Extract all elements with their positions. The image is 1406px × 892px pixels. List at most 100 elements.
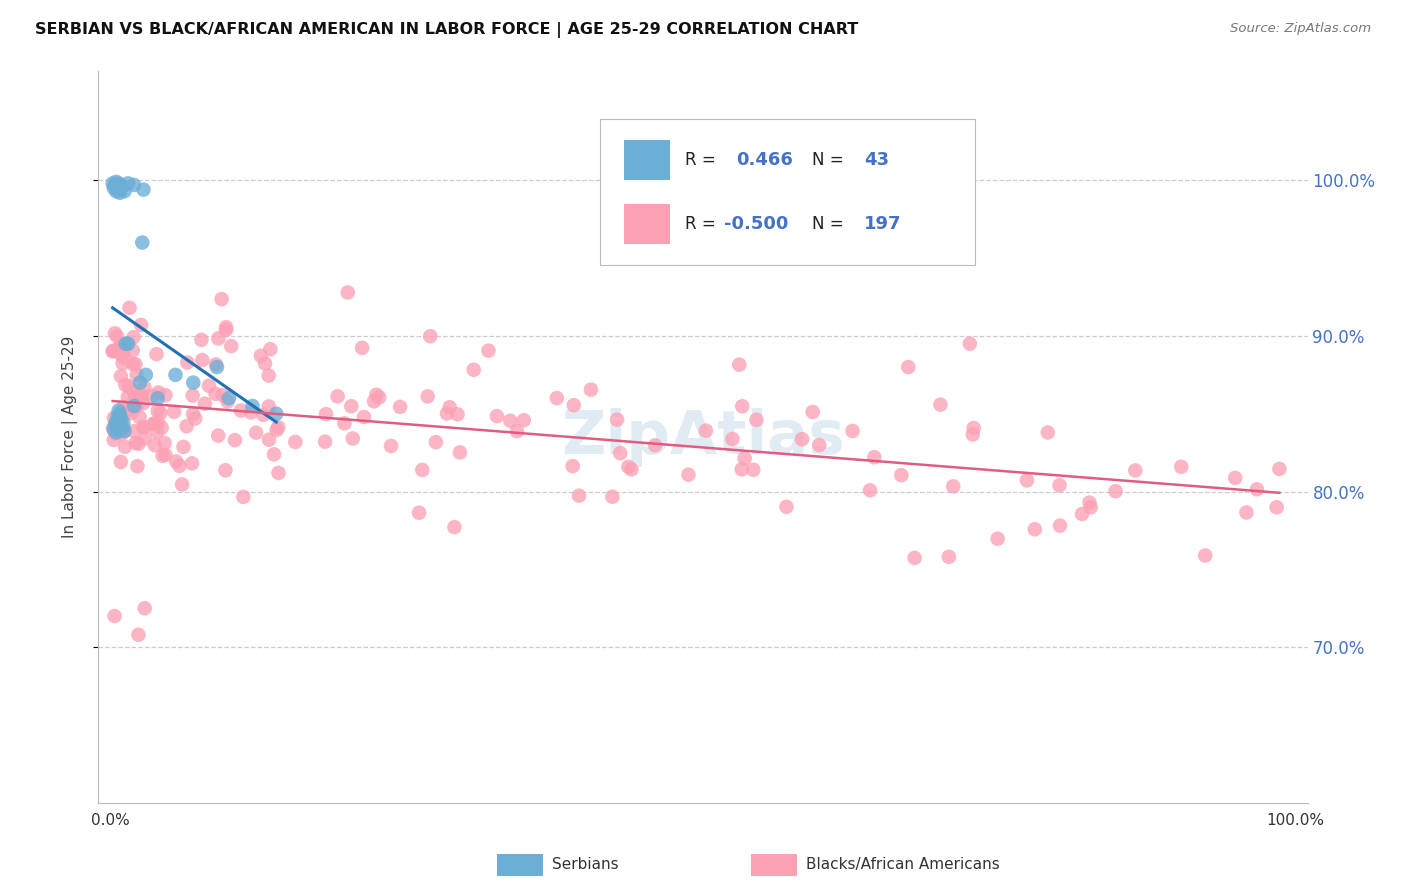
Point: [107, 422, 129, 436]
Point: [1170, 459, 1192, 474]
Point: [446, 407, 468, 421]
Point: [108, 407, 131, 421]
Point: [122, 178, 145, 192]
Point: [1104, 484, 1126, 499]
Point: [112, 343, 135, 358]
Point: [959, 336, 981, 351]
Point: [463, 363, 485, 377]
Point: [408, 506, 430, 520]
Point: [165, 454, 187, 468]
Point: [125, 436, 148, 450]
Point: [340, 399, 363, 413]
Point: [506, 424, 529, 438]
Point: [257, 400, 280, 414]
Point: [101, 344, 124, 359]
Point: [110, 417, 132, 432]
Point: [112, 425, 135, 439]
Text: N =: N =: [811, 215, 849, 233]
Point: [561, 458, 583, 473]
Point: [104, 343, 127, 358]
Point: [602, 490, 624, 504]
Point: [215, 320, 238, 334]
Point: [897, 359, 920, 374]
Point: [153, 436, 176, 450]
Point: [172, 477, 194, 491]
Text: SERBIAN VS BLACK/AFRICAN AMERICAN IN LABOR FORCE | AGE 25-29 CORRELATION CHART: SERBIAN VS BLACK/AFRICAN AMERICAN IN LAB…: [35, 22, 859, 38]
Point: [734, 451, 756, 466]
Point: [108, 415, 131, 429]
Bar: [624, 204, 671, 244]
Point: [112, 401, 135, 415]
Point: [245, 425, 267, 440]
Point: [125, 400, 148, 414]
Point: [775, 500, 797, 514]
Text: Serbians: Serbians: [551, 857, 619, 872]
Point: [117, 336, 139, 351]
Point: [353, 409, 375, 424]
Point: [217, 394, 239, 409]
Point: [163, 405, 186, 419]
Text: R =: R =: [685, 151, 721, 169]
Point: [352, 341, 374, 355]
Point: [695, 424, 717, 438]
Point: [104, 417, 127, 432]
Point: [127, 628, 149, 642]
Point: [562, 398, 585, 412]
Point: [617, 459, 640, 474]
Point: [242, 399, 264, 413]
Point: [105, 419, 128, 434]
Point: [904, 550, 927, 565]
Text: Source: ZipAtlas.com: Source: ZipAtlas.com: [1230, 22, 1371, 36]
Point: [929, 398, 952, 412]
Point: [215, 323, 238, 337]
Point: [198, 378, 221, 392]
Y-axis label: In Labor Force | Age 25-29: In Labor Force | Age 25-29: [62, 336, 77, 538]
Point: [112, 416, 135, 430]
Point: [114, 336, 136, 351]
Point: [252, 408, 274, 422]
Point: [436, 407, 458, 421]
Point: [127, 389, 149, 403]
Point: [211, 292, 233, 306]
Point: [1080, 500, 1102, 515]
Point: [103, 609, 125, 624]
Point: [101, 177, 124, 191]
Point: [181, 456, 204, 470]
Point: [1049, 518, 1071, 533]
Point: [859, 483, 882, 498]
Point: [477, 343, 499, 358]
Point: [117, 379, 139, 393]
Point: [1071, 507, 1094, 521]
Point: [124, 385, 146, 400]
Point: [207, 331, 229, 345]
Point: [122, 330, 145, 344]
Point: [211, 388, 233, 402]
Point: [114, 351, 136, 365]
Point: [257, 368, 280, 383]
Point: [841, 424, 863, 438]
Point: [239, 405, 262, 419]
Point: [363, 394, 385, 409]
Point: [263, 447, 285, 461]
Point: [103, 411, 125, 425]
Point: [134, 420, 156, 434]
Point: [135, 368, 157, 382]
Point: [111, 421, 134, 435]
Point: [1015, 474, 1038, 488]
Point: [107, 183, 129, 197]
Point: [485, 409, 508, 424]
FancyBboxPatch shape: [600, 119, 976, 265]
Point: [148, 385, 170, 400]
Point: [416, 389, 439, 403]
Point: [104, 178, 127, 192]
Point: [110, 411, 132, 425]
Point: [104, 426, 127, 441]
Point: [232, 490, 254, 504]
Point: [1078, 495, 1101, 509]
Point: [132, 183, 155, 197]
Point: [105, 184, 128, 198]
Point: [342, 432, 364, 446]
Point: [419, 329, 441, 343]
Point: [1036, 425, 1059, 440]
Point: [609, 446, 631, 460]
